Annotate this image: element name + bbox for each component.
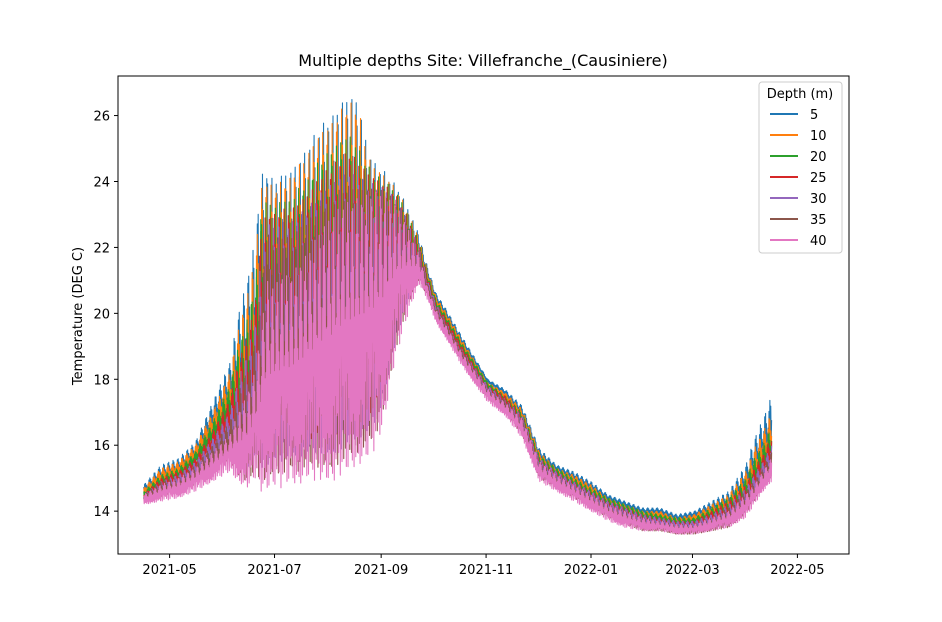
legend-label-30: 30 [810, 192, 827, 207]
legend-label-20: 20 [810, 150, 827, 165]
legend-label-25: 25 [810, 171, 827, 186]
y-tick-label: 26 [93, 110, 110, 125]
legend-label-40: 40 [810, 234, 827, 249]
x-tick-label: 2022-05 [770, 563, 824, 578]
y-axis-label: Temperature (DEG C) [71, 247, 86, 386]
y-tick-label: 20 [93, 307, 110, 322]
y-tick-label: 16 [93, 439, 110, 454]
x-tick-label: 2021-09 [354, 563, 408, 578]
y-tick-label: 22 [93, 241, 110, 256]
x-tick-label: 2021-07 [247, 563, 301, 578]
x-tick-label: 2021-05 [142, 563, 196, 578]
x-tick-label: 2022-03 [665, 563, 719, 578]
legend-frame [758, 81, 843, 254]
legend-label-5: 5 [810, 108, 818, 123]
legend-label-35: 35 [810, 213, 827, 228]
legend-label-10: 10 [810, 129, 827, 144]
legend-title: Depth (m) [767, 87, 834, 102]
x-tick-label: 2021-11 [459, 563, 513, 578]
axes-frame [117, 75, 850, 555]
legend-entries: 5 10 20 25 30 35 40 [770, 108, 827, 249]
y-axis-ticks: 14 16 18 20 22 24 26 [93, 110, 118, 520]
series-line-depth-40 [143, 191, 773, 535]
y-tick-label: 18 [93, 373, 110, 388]
x-tick-label: 2022-01 [564, 563, 618, 578]
x-axis-ticks: 2021-05 2021-07 2021-09 2021-11 2022-01 2022-… [142, 554, 825, 578]
legend: Depth (m) 5 10 20 25 30 35 40 [758, 81, 843, 254]
y-tick-label: 24 [93, 175, 110, 190]
series-layer [143, 99, 773, 535]
chart-title: Multiple depths Site: Villefranche_(Caus… [298, 51, 667, 71]
plot-area [117, 75, 850, 555]
y-tick-label: 14 [93, 505, 110, 520]
